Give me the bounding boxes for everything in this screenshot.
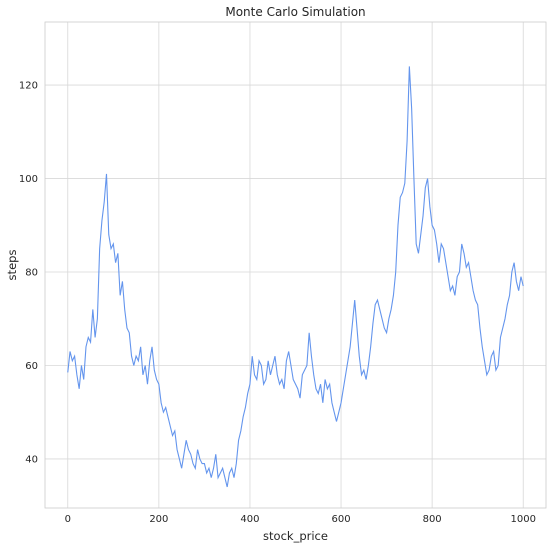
x-tick-labels: 0 200 400 600 800 1000 — [65, 514, 536, 525]
y-tick-label: 100 — [19, 174, 38, 185]
x-tick-label: 800 — [423, 514, 442, 525]
y-tick-labels: 40 60 80 100 120 — [19, 81, 38, 466]
series-line — [67, 66, 524, 488]
y-grid — [45, 84, 546, 460]
y-tick-label: 40 — [25, 454, 38, 465]
chart-title: Monte Carlo Simulation — [225, 5, 365, 19]
y-axis-label: steps — [5, 250, 19, 281]
plot-area — [45, 22, 546, 508]
x-tick-label: 0 — [65, 514, 71, 525]
x-axis-label: stock_price — [263, 529, 328, 543]
y-tick-label: 80 — [25, 268, 38, 279]
x-tick-label: 600 — [331, 514, 350, 525]
y-tick-label: 60 — [25, 361, 38, 372]
x-tick-label: 200 — [149, 514, 168, 525]
x-tick-label: 400 — [240, 514, 259, 525]
series-layer — [67, 66, 524, 488]
x-tick-label: 1000 — [511, 514, 536, 525]
y-tick-label: 120 — [19, 81, 38, 92]
x-grid — [67, 22, 524, 508]
plot-frame — [44, 21, 547, 509]
